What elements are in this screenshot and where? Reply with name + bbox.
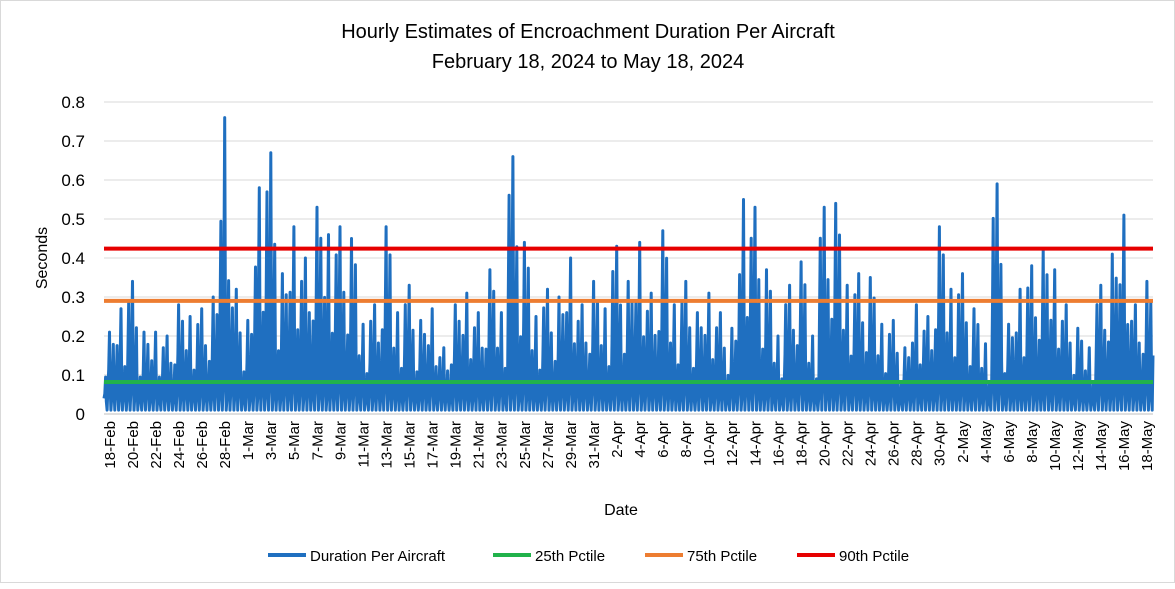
x-tick-label: 9-Mar [332, 421, 349, 460]
x-tick-label: 8-Apr [678, 421, 695, 458]
x-tick-label: 4-May [978, 421, 995, 463]
y-tick-label: 0.2 [61, 327, 85, 346]
x-tick-label: 12-May [1070, 421, 1087, 472]
chart-subtitle: February 18, 2024 to May 18, 2024 [432, 51, 744, 73]
y-tick-label: 0.7 [61, 132, 85, 151]
y-tick-label: 0.5 [61, 210, 85, 229]
x-tick-label: 6-Apr [655, 421, 672, 458]
x-tick-label: 26-Apr [886, 421, 903, 466]
x-tick-label: 29-Mar [563, 421, 580, 469]
x-tick-label: 14-May [1093, 420, 1110, 471]
x-tick-label: 18-May [1139, 420, 1156, 471]
x-tick-label: 14-Apr [747, 421, 764, 466]
x-tick-label: 16-May [1116, 421, 1133, 472]
x-axis-label: Date [604, 502, 638, 519]
x-tick-label: 31-Mar [586, 421, 603, 469]
x-tick-label: 10-May [1047, 420, 1064, 471]
x-tick-label: 2-Apr [609, 421, 626, 458]
x-tick-label: 23-Mar [494, 421, 511, 469]
x-tick-label: 2-May [955, 421, 972, 463]
x-tick-label: 20-Apr [817, 421, 834, 466]
x-tick-label: 18-Feb [102, 421, 119, 469]
legend: Duration Per Aircraft 25th Pctile 75th P… [268, 548, 909, 565]
x-tick-label: 20-Feb [125, 421, 142, 469]
x-tick-label: 3-Mar [263, 421, 280, 460]
x-tick-label: 26-Feb [194, 421, 211, 469]
x-tick-label: 18-Apr [793, 421, 810, 466]
y-tick-label: 0.3 [61, 288, 85, 307]
x-tick-label: 12-Apr [724, 421, 741, 466]
y-tick-label: 0.6 [61, 171, 85, 190]
x-tick-label: 22-Apr [840, 421, 857, 466]
x-tick-label: 13-Mar [378, 421, 395, 469]
y-axis-ticks: 0 0.1 0.2 0.3 0.4 0.5 0.6 0.7 0.8 [61, 93, 85, 424]
x-tick-label: 1-Mar [240, 421, 257, 460]
x-tick-label: 24-Apr [863, 421, 880, 466]
x-tick-label: 5-Mar [286, 421, 303, 460]
x-tick-label: 24-Feb [171, 421, 188, 469]
duration-line [102, 116, 1155, 412]
percentile-lines [104, 246, 1153, 385]
chart-title: Hourly Estimates of Encroachment Duratio… [341, 21, 835, 43]
x-tick-label: 30-Apr [932, 421, 949, 466]
legend-label-75th: 75th Pctile [687, 548, 757, 565]
x-tick-label: 21-Mar [471, 421, 488, 469]
y-tick-label: 0.4 [61, 249, 85, 268]
x-tick-label: 8-May [1024, 421, 1041, 463]
x-tick-label: 7-Mar [309, 421, 326, 460]
x-tick-label: 17-Mar [425, 421, 442, 469]
y-tick-label: 0.8 [61, 93, 85, 112]
x-tick-label: 22-Feb [148, 421, 165, 469]
x-tick-label: 15-Mar [402, 421, 419, 469]
x-tick-label: 11-Mar [355, 421, 372, 467]
y-tick-label: 0 [76, 405, 85, 424]
x-tick-label: 6-May [1001, 421, 1018, 463]
x-tick-label: 19-Mar [448, 421, 465, 469]
x-tick-label: 28-Apr [909, 421, 926, 466]
y-tick-label: 0.1 [61, 366, 85, 385]
x-tick-label: 28-Feb [217, 421, 234, 469]
x-axis-ticks: 18-Feb 20-Feb 22-Feb 24-Feb 26-Feb 28-Feb 1-Ma… [102, 420, 1156, 471]
x-tick-label: 4-Apr [632, 421, 649, 458]
legend-label-duration: Duration Per Aircraft [310, 548, 446, 565]
legend-label-90th: 90th Pctile [839, 548, 909, 565]
duration-series [102, 116, 1155, 412]
x-tick-label: 25-Mar [517, 421, 534, 469]
x-tick-label: 27-Mar [540, 421, 557, 469]
y-axis-label: Seconds [34, 227, 51, 289]
x-tick-label: 16-Apr [770, 421, 787, 466]
x-tick-label: 10-Apr [701, 421, 718, 466]
legend-label-25th: 25th Pctile [535, 548, 605, 565]
